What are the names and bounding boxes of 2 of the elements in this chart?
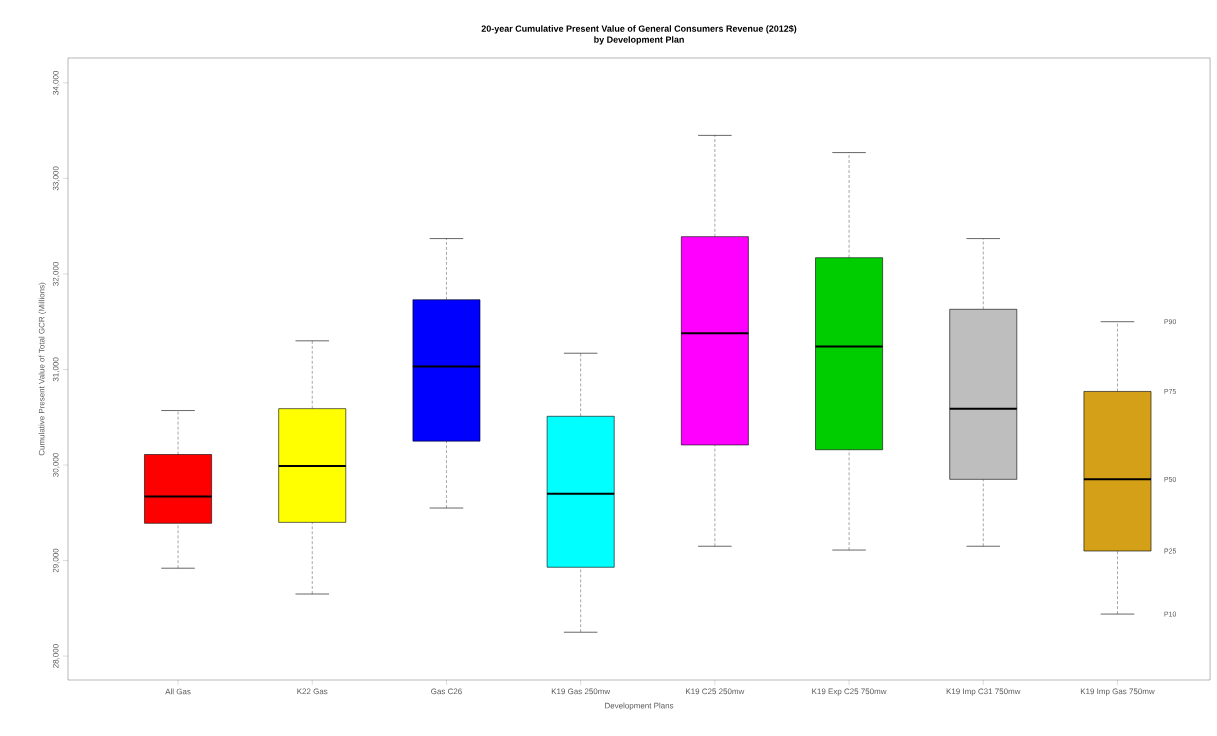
chart-subtitle: by Development Plan bbox=[594, 36, 684, 45]
chart-title: 20-year Cumulative Present Value of General Consumers Revenue (2012$) bbox=[481, 25, 797, 34]
